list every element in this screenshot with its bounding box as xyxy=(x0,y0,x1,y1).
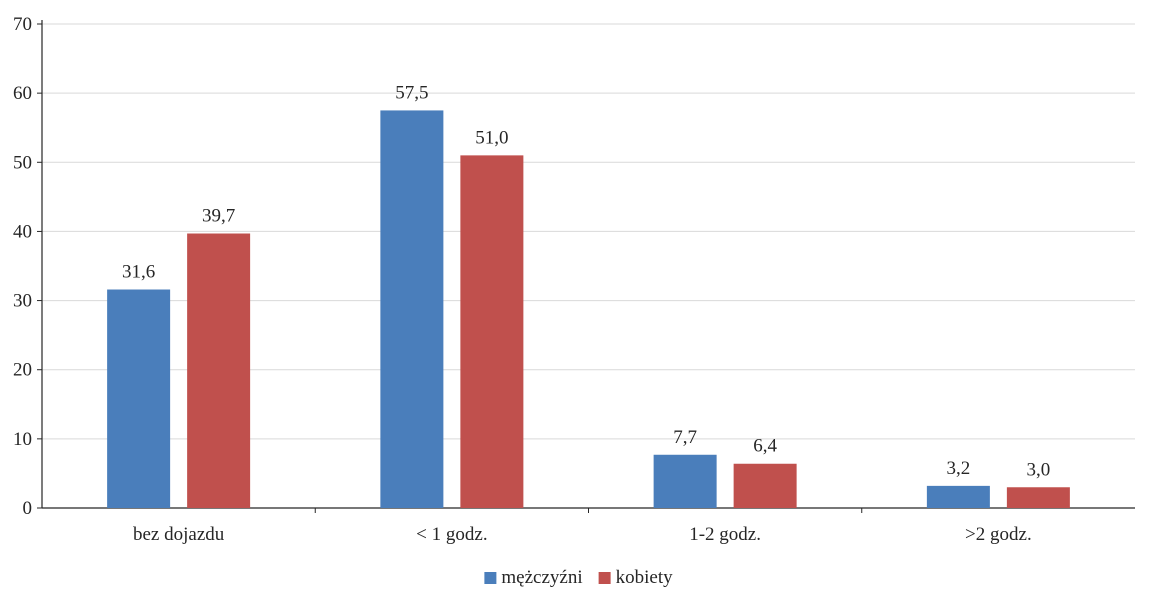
data-label: 7,7 xyxy=(673,427,697,448)
y-tick-label: 60 xyxy=(13,83,32,104)
y-tick-label: 10 xyxy=(13,429,32,450)
bar-women-1 xyxy=(460,155,524,508)
data-label: 57,5 xyxy=(395,82,428,103)
legend-swatch-men xyxy=(484,572,497,584)
bars xyxy=(107,110,1070,508)
bar-men-1 xyxy=(380,110,444,508)
bar-men-2 xyxy=(653,454,717,508)
bar-women-3 xyxy=(1006,487,1070,508)
bar-men-0 xyxy=(107,289,171,508)
y-tick-label: 50 xyxy=(13,152,32,173)
y-tick-labels: 0 10 20 30 40 50 60 70 xyxy=(13,14,32,519)
data-label: 3,0 xyxy=(1027,459,1051,480)
data-label: 31,6 xyxy=(122,262,155,283)
y-tick-label: 20 xyxy=(13,360,32,381)
y-tick-label: 70 xyxy=(13,14,32,35)
x-tick-labels: bez dojazdu < 1 godz. 1-2 godz. >2 godz. xyxy=(133,524,1032,545)
data-label: 6,4 xyxy=(753,436,777,457)
legend-label-men: mężczyźni xyxy=(501,567,582,588)
legend-swatch-women xyxy=(598,572,611,584)
legend-label-women: kobiety xyxy=(616,567,673,588)
x-tick-label: 1-2 godz. xyxy=(689,524,761,545)
y-tick-label: 0 xyxy=(23,498,33,519)
y-tick-label: 40 xyxy=(13,221,32,242)
y-tick-label: 30 xyxy=(13,291,32,312)
bar-women-0 xyxy=(187,233,251,508)
x-tick-label: < 1 godz. xyxy=(416,524,487,545)
data-label: 39,7 xyxy=(202,206,235,227)
bar-men-3 xyxy=(926,485,990,508)
x-tick-label: bez dojazdu xyxy=(133,524,225,545)
data-label: 3,2 xyxy=(947,458,971,479)
data-labels: 31,6 39,7 57,5 51,0 7,7 6,4 3,2 3,0 xyxy=(122,82,1050,480)
legend: mężczyźni kobiety xyxy=(484,567,673,588)
bar-women-2 xyxy=(733,463,797,508)
x-tick-label: >2 godz. xyxy=(965,524,1032,545)
data-label: 51,0 xyxy=(475,127,508,148)
